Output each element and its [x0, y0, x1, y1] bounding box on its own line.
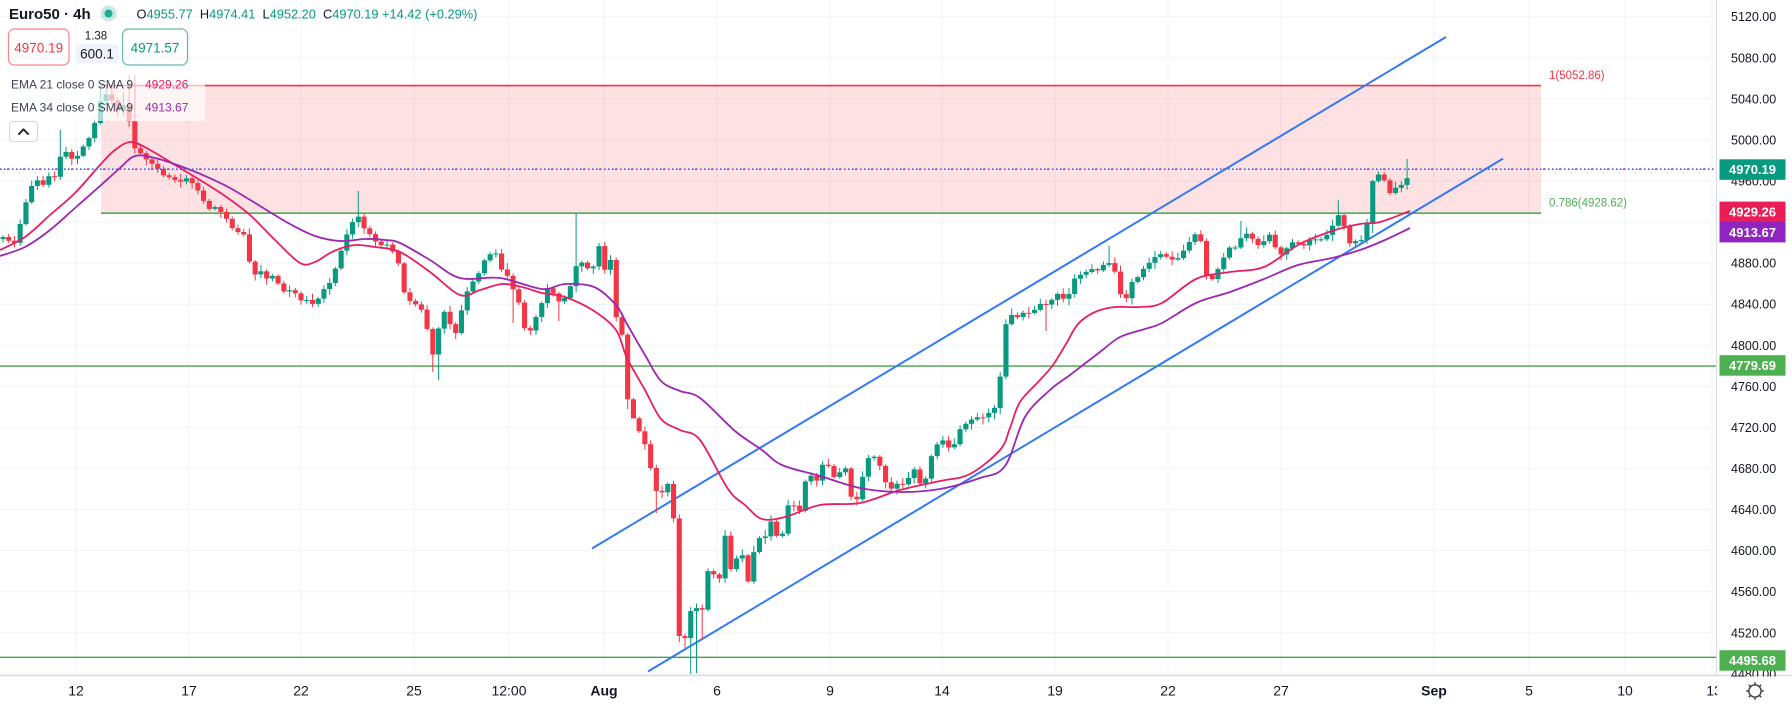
svg-text:4929.26: 4929.26	[145, 78, 189, 92]
svg-text:Sep: Sep	[1421, 683, 1447, 699]
svg-text:4800.00: 4800.00	[1731, 339, 1776, 353]
svg-text:4913.67: 4913.67	[145, 101, 189, 115]
svg-text:1.38: 1.38	[85, 31, 107, 43]
svg-text:4560.00: 4560.00	[1731, 585, 1776, 599]
svg-text:4929.26: 4929.26	[1729, 204, 1776, 219]
svg-text:27: 27	[1273, 683, 1289, 699]
svg-text:4720.00: 4720.00	[1731, 421, 1776, 435]
svg-text:4600.00: 4600.00	[1731, 544, 1776, 558]
svg-text:19: 19	[1047, 683, 1063, 699]
svg-text:5: 5	[1525, 683, 1533, 699]
svg-text:Aug: Aug	[590, 683, 617, 699]
svg-text:4495.68: 4495.68	[1729, 653, 1776, 668]
svg-text:22: 22	[1160, 683, 1176, 699]
svg-text:4779.69: 4779.69	[1729, 358, 1776, 373]
svg-text:EMA 34 close 0 SMA 9: EMA 34 close 0 SMA 9	[11, 101, 133, 115]
svg-text:4880.00: 4880.00	[1731, 257, 1776, 271]
svg-text:17: 17	[181, 683, 197, 699]
svg-text:1(5052.86): 1(5052.86)	[1549, 70, 1605, 82]
svg-text:0.786(4928.62): 0.786(4928.62)	[1549, 198, 1627, 210]
svg-text:4680.00: 4680.00	[1731, 462, 1776, 476]
svg-text:25: 25	[406, 683, 422, 699]
svg-text:9: 9	[826, 683, 834, 699]
svg-text:4970.19: 4970.19	[1729, 162, 1776, 177]
svg-text:Euro50 · 4h: Euro50 · 4h	[9, 6, 91, 23]
svg-text:4760.00: 4760.00	[1731, 380, 1776, 394]
svg-text:14: 14	[934, 683, 950, 699]
svg-text:O4955.77 H4974.41 L4952.20: O4955.77 H4974.41 L4952.20 C4970.19 +14.…	[137, 7, 478, 22]
svg-text:4913.67: 4913.67	[1729, 225, 1776, 240]
svg-text:600.1: 600.1	[80, 47, 114, 62]
svg-text:4971.57: 4971.57	[131, 41, 180, 56]
svg-text:4840.00: 4840.00	[1731, 298, 1776, 312]
svg-text:5040.00: 5040.00	[1731, 92, 1776, 106]
svg-text:5080.00: 5080.00	[1731, 51, 1776, 65]
svg-text:6: 6	[713, 683, 721, 699]
svg-text:5120.00: 5120.00	[1731, 10, 1776, 24]
svg-text:22: 22	[293, 683, 309, 699]
svg-text:4970.19: 4970.19	[14, 41, 63, 56]
svg-text:10: 10	[1617, 683, 1633, 699]
svg-text:5000.00: 5000.00	[1731, 133, 1776, 147]
svg-text:12:00: 12:00	[491, 683, 526, 699]
svg-text:4520.00: 4520.00	[1731, 626, 1776, 640]
svg-text:EMA 21 close 0 SMA 9: EMA 21 close 0 SMA 9	[11, 78, 133, 92]
svg-text:12: 12	[68, 683, 84, 699]
svg-text:4640.00: 4640.00	[1731, 503, 1776, 517]
